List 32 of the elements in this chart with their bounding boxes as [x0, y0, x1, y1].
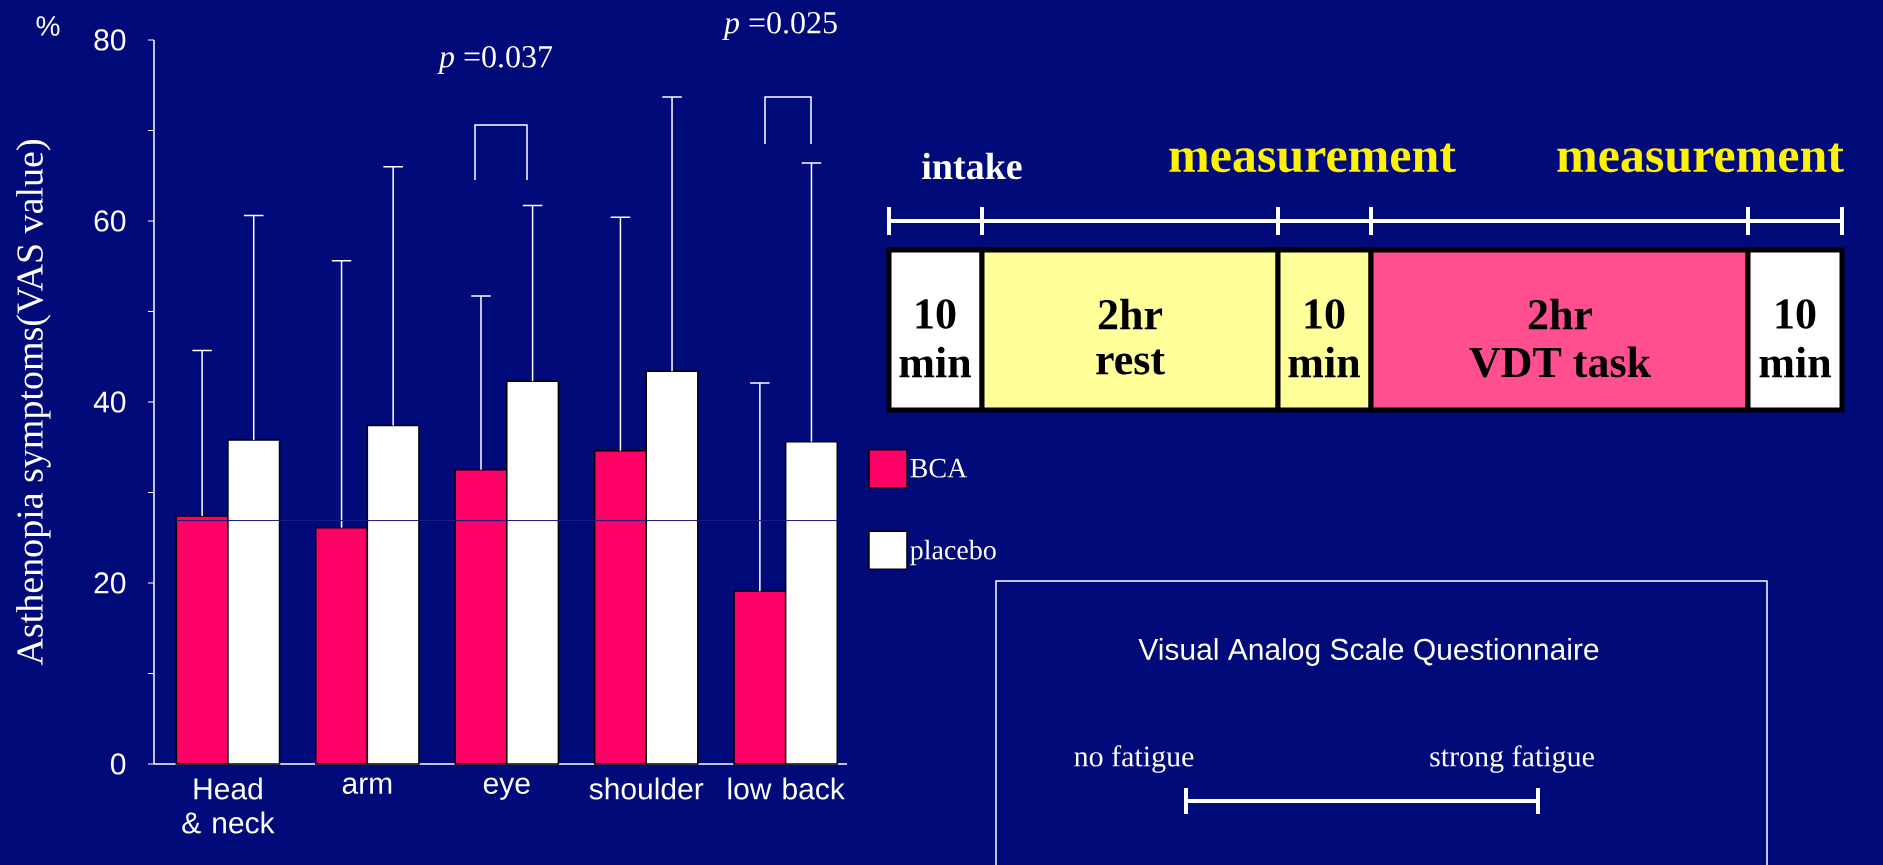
text: intake — [922, 152, 1022, 180]
text: % — [36, 16, 60, 36]
text: 10 — [916, 299, 956, 329]
text: 2hr — [1528, 298, 1593, 330]
y-tick-label: 80 — [94, 29, 126, 51]
x-tick-label: Head & neck — [182, 777, 275, 834]
y-tick-label: 40 — [93, 391, 126, 413]
y-tick-label: 20 — [94, 572, 126, 594]
x-tick-label: arm — [342, 777, 392, 794]
text: measurement — [1169, 143, 1456, 173]
text: 10 — [1305, 299, 1345, 329]
y-axis-title: Asthenopia symptoms(VAS value) — [16, 140, 51, 666]
y-tick-label: 60 — [94, 210, 126, 232]
text: strong fatigue — [1430, 745, 1594, 773]
text: min — [899, 346, 972, 378]
annotation: p =0.037 — [437, 45, 553, 75]
text: VDT task — [1469, 346, 1651, 378]
x-tick-label: low back — [728, 777, 845, 800]
text: min — [1759, 346, 1832, 378]
text: Visual Analog Scale Questionnaire — [1138, 638, 1599, 666]
text: min — [1288, 346, 1361, 378]
legend-label: BCA — [910, 458, 968, 478]
text: 10 — [1776, 299, 1816, 329]
text: no fatigue — [1074, 745, 1194, 773]
text: measurement — [1557, 143, 1844, 173]
text: 2hr — [1098, 298, 1163, 330]
x-tick-label: eye — [483, 777, 530, 800]
annotation: p =0.025 — [722, 11, 837, 41]
text: rest — [1096, 349, 1165, 375]
legend-label: placebo — [910, 539, 996, 566]
x-tick-label: shoulder — [589, 777, 704, 800]
y-tick-label: 0 — [110, 753, 126, 775]
